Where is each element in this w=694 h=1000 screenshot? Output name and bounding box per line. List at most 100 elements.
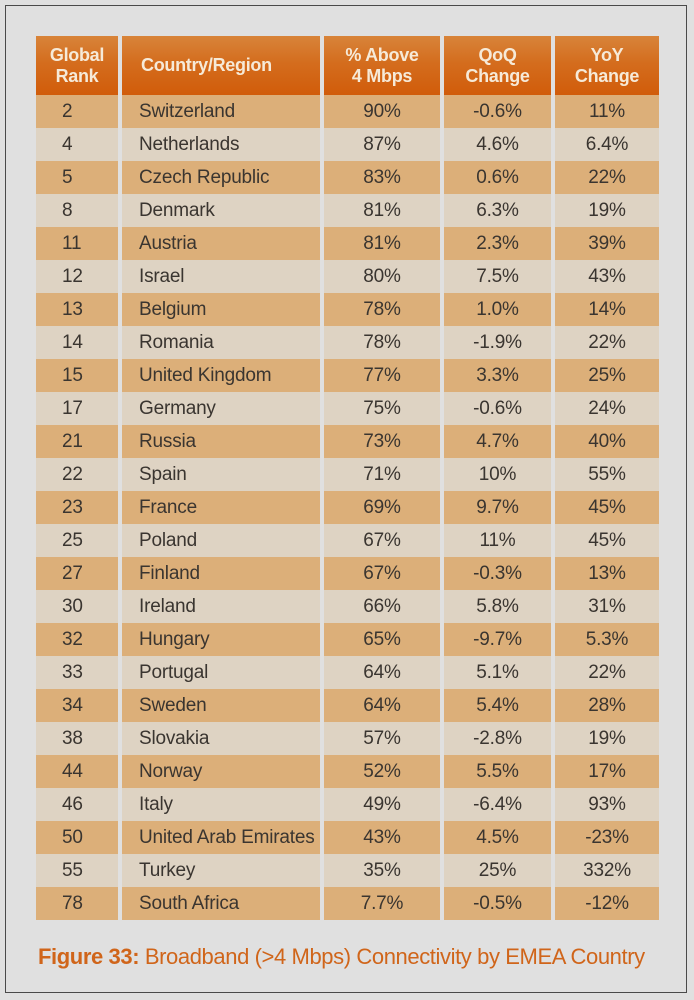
cell-rank: 2 (36, 95, 118, 128)
cell-country: Austria (122, 227, 320, 260)
cell-rank: 22 (36, 458, 118, 491)
cell-qoq-change: 9.7% (444, 491, 551, 524)
cell-pct-above-4mbps: 69% (324, 491, 440, 524)
cell-pct-above-4mbps: 66% (324, 590, 440, 623)
cell-yoy-change: 55% (555, 458, 659, 491)
cell-yoy-change: 6.4% (555, 128, 659, 161)
cell-country: Norway (122, 755, 320, 788)
cell-rank: 50 (36, 821, 118, 854)
cell-country: Italy (122, 788, 320, 821)
cell-yoy-change: 22% (555, 656, 659, 689)
cell-qoq-change: 5.5% (444, 755, 551, 788)
cell-yoy-change: -23% (555, 821, 659, 854)
cell-rank: 23 (36, 491, 118, 524)
cell-pct-above-4mbps: 83% (324, 161, 440, 194)
cell-qoq-change: -2.8% (444, 722, 551, 755)
cell-pct-above-4mbps: 77% (324, 359, 440, 392)
cell-yoy-change: 39% (555, 227, 659, 260)
header-global-rank: Global Rank (36, 36, 118, 95)
cell-rank: 27 (36, 557, 118, 590)
cell-qoq-change: 10% (444, 458, 551, 491)
cell-qoq-change: -0.3% (444, 557, 551, 590)
cell-pct-above-4mbps: 67% (324, 524, 440, 557)
cell-yoy-change: 31% (555, 590, 659, 623)
cell-qoq-change: 4.7% (444, 425, 551, 458)
cell-country: Poland (122, 524, 320, 557)
cell-country: Russia (122, 425, 320, 458)
cell-pct-above-4mbps: 35% (324, 854, 440, 887)
cell-yoy-change: 28% (555, 689, 659, 722)
connectivity-table: Global Rank Country/Region% Above 4 Mbps Q… (36, 36, 659, 920)
cell-country: Spain (122, 458, 320, 491)
cell-qoq-change: 6.3% (444, 194, 551, 227)
cell-rank: 15 (36, 359, 118, 392)
cell-rank: 5 (36, 161, 118, 194)
cell-country: United Kingdom (122, 359, 320, 392)
cell-qoq-change: 4.6% (444, 128, 551, 161)
cell-rank: 34 (36, 689, 118, 722)
cell-pct-above-4mbps: 78% (324, 326, 440, 359)
cell-pct-above-4mbps: 71% (324, 458, 440, 491)
cell-rank: 17 (36, 392, 118, 425)
cell-yoy-change: 43% (555, 260, 659, 293)
header-country-region: Country/Region (122, 36, 320, 95)
cell-rank: 21 (36, 425, 118, 458)
cell-pct-above-4mbps: 64% (324, 689, 440, 722)
cell-pct-above-4mbps: 49% (324, 788, 440, 821)
cell-qoq-change: -9.7% (444, 623, 551, 656)
cell-country: Romania (122, 326, 320, 359)
cell-pct-above-4mbps: 81% (324, 227, 440, 260)
cell-pct-above-4mbps: 65% (324, 623, 440, 656)
cell-yoy-change: 13% (555, 557, 659, 590)
cell-rank: 25 (36, 524, 118, 557)
cell-pct-above-4mbps: 87% (324, 128, 440, 161)
cell-qoq-change: -6.4% (444, 788, 551, 821)
cell-rank: 30 (36, 590, 118, 623)
cell-pct-above-4mbps: 78% (324, 293, 440, 326)
cell-pct-above-4mbps: 52% (324, 755, 440, 788)
cell-qoq-change: -0.5% (444, 887, 551, 920)
cell-country: Ireland (122, 590, 320, 623)
cell-country: Israel (122, 260, 320, 293)
cell-rank: 13 (36, 293, 118, 326)
cell-rank: 55 (36, 854, 118, 887)
cell-rank: 32 (36, 623, 118, 656)
cell-rank: 38 (36, 722, 118, 755)
cell-yoy-change: 11% (555, 95, 659, 128)
figure-caption: Figure 33: Broadband (>4 Mbps) Connectiv… (38, 944, 645, 970)
cell-rank: 4 (36, 128, 118, 161)
cell-country: Turkey (122, 854, 320, 887)
cell-qoq-change: 11% (444, 524, 551, 557)
cell-qoq-change: 0.6% (444, 161, 551, 194)
cell-qoq-change: 1.0% (444, 293, 551, 326)
header-pct-above-4mbps: % Above 4 Mbps (324, 36, 440, 95)
header-qoq-change: QoQ Change (444, 36, 551, 95)
cell-qoq-change: 5.4% (444, 689, 551, 722)
cell-yoy-change: 332% (555, 854, 659, 887)
cell-yoy-change: 14% (555, 293, 659, 326)
cell-pct-above-4mbps: 80% (324, 260, 440, 293)
cell-pct-above-4mbps: 81% (324, 194, 440, 227)
cell-yoy-change: 19% (555, 194, 659, 227)
cell-pct-above-4mbps: 75% (324, 392, 440, 425)
cell-country: France (122, 491, 320, 524)
cell-yoy-change: 45% (555, 491, 659, 524)
cell-pct-above-4mbps: 7.7% (324, 887, 440, 920)
cell-yoy-change: 93% (555, 788, 659, 821)
cell-qoq-change: -1.9% (444, 326, 551, 359)
cell-yoy-change: 22% (555, 161, 659, 194)
cell-qoq-change: -0.6% (444, 392, 551, 425)
header-yoy-change: YoY Change (555, 36, 659, 95)
cell-pct-above-4mbps: 67% (324, 557, 440, 590)
cell-country: Switzerland (122, 95, 320, 128)
cell-yoy-change: -12% (555, 887, 659, 920)
cell-yoy-change: 19% (555, 722, 659, 755)
cell-country: South Africa (122, 887, 320, 920)
cell-country: United Arab Emirates (122, 821, 320, 854)
cell-rank: 8 (36, 194, 118, 227)
cell-yoy-change: 40% (555, 425, 659, 458)
cell-yoy-change: 24% (555, 392, 659, 425)
cell-qoq-change: 7.5% (444, 260, 551, 293)
cell-qoq-change: 4.5% (444, 821, 551, 854)
cell-qoq-change: -0.6% (444, 95, 551, 128)
